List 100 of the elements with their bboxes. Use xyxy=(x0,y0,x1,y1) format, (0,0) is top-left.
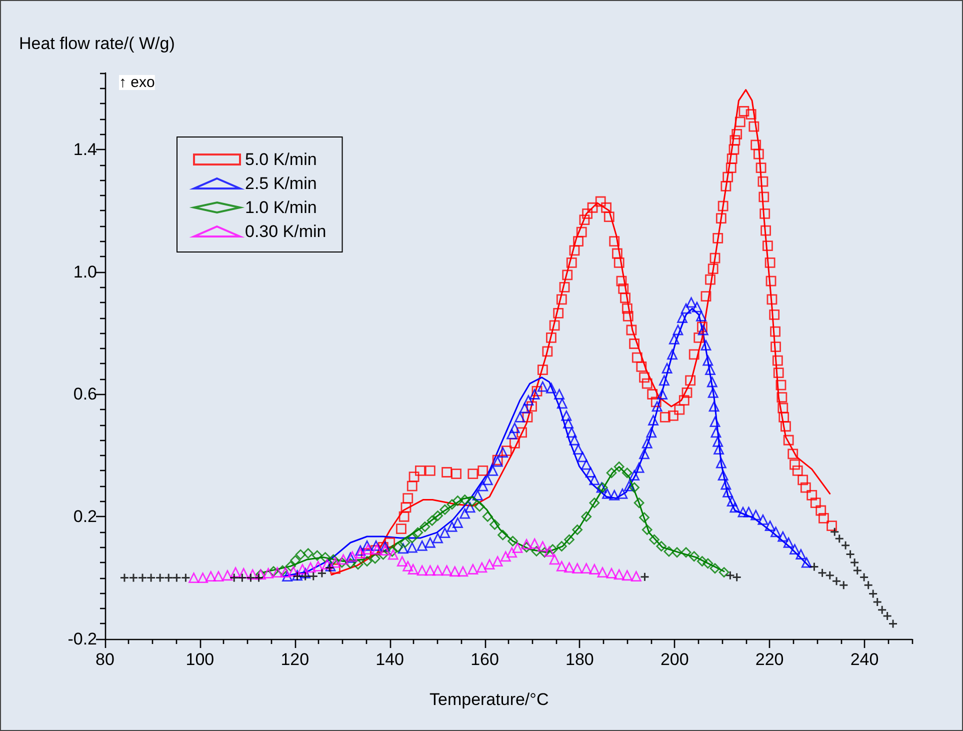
legend-label: 2.5 K/min xyxy=(245,174,317,193)
point xyxy=(120,573,130,583)
point xyxy=(238,568,249,578)
point xyxy=(809,562,819,572)
point xyxy=(246,573,256,583)
point xyxy=(155,573,165,583)
point xyxy=(380,545,390,556)
point xyxy=(330,557,340,568)
annotation: ↑ exo xyxy=(119,74,155,91)
point xyxy=(581,563,592,574)
legend-label: 5.0 K/min xyxy=(245,150,317,169)
x-tick-label: 180 xyxy=(566,650,594,669)
x-tick-label: 160 xyxy=(470,650,499,669)
point xyxy=(846,550,856,560)
point xyxy=(138,573,148,583)
point xyxy=(640,572,650,582)
y-tick-label: 1.4 xyxy=(73,140,97,159)
point xyxy=(308,572,318,582)
point xyxy=(622,570,632,581)
point xyxy=(424,565,436,576)
point xyxy=(852,566,862,576)
x-tick-label: 220 xyxy=(755,650,784,669)
point xyxy=(476,562,488,573)
point xyxy=(213,571,224,582)
y-tick-label: 0.6 xyxy=(73,384,97,404)
point xyxy=(564,562,574,573)
point xyxy=(458,566,468,577)
point xyxy=(164,573,174,583)
point xyxy=(850,558,860,568)
point xyxy=(355,548,366,559)
point xyxy=(362,544,374,555)
point xyxy=(442,565,452,576)
x-tick-label: 120 xyxy=(280,650,310,669)
point xyxy=(272,567,283,578)
point xyxy=(512,542,523,554)
point xyxy=(864,580,874,590)
point xyxy=(606,568,617,578)
point xyxy=(537,541,548,552)
x-tick-label: 240 xyxy=(850,650,879,669)
x-tick-label: 80 xyxy=(96,650,114,669)
point xyxy=(237,573,247,583)
legend-label: 1.0 K/min xyxy=(245,198,317,217)
point xyxy=(288,566,299,577)
point xyxy=(556,560,567,572)
legend-label: 0.30 K/min xyxy=(245,222,326,241)
point xyxy=(172,573,182,583)
y-tick-label: 1.0 xyxy=(73,262,97,282)
point xyxy=(872,597,882,607)
point xyxy=(402,560,414,572)
point xyxy=(544,546,555,557)
point xyxy=(388,549,398,560)
point xyxy=(247,569,258,580)
x-tick-label: 140 xyxy=(376,650,404,669)
point xyxy=(347,551,358,562)
point xyxy=(529,538,540,549)
point xyxy=(263,568,274,578)
y-tick-label: 0.2 xyxy=(73,507,97,526)
point xyxy=(506,547,518,558)
point xyxy=(484,559,495,570)
point xyxy=(432,565,443,576)
point xyxy=(888,618,898,628)
point xyxy=(468,564,478,574)
point xyxy=(280,567,291,578)
point xyxy=(500,551,511,562)
point xyxy=(292,572,302,582)
point xyxy=(300,572,310,582)
point xyxy=(818,568,828,578)
point xyxy=(305,562,316,573)
point xyxy=(222,570,233,581)
point xyxy=(324,562,334,572)
point xyxy=(128,573,138,583)
point xyxy=(521,538,532,550)
point xyxy=(868,588,878,598)
point xyxy=(416,565,428,576)
point xyxy=(630,571,642,582)
point xyxy=(198,572,208,584)
point xyxy=(254,573,264,583)
point xyxy=(549,554,560,565)
x-axis-title: Temperature/°C xyxy=(430,690,549,709)
point xyxy=(206,571,216,582)
point xyxy=(450,566,460,577)
point xyxy=(338,554,348,565)
point xyxy=(188,572,199,584)
point xyxy=(859,572,869,582)
point xyxy=(146,573,156,583)
point xyxy=(297,564,308,574)
point xyxy=(597,567,608,578)
point xyxy=(180,573,190,583)
point xyxy=(396,556,408,566)
point xyxy=(317,568,327,578)
y-axis-title: Heat flow rate/( W/g) xyxy=(19,34,175,53)
point xyxy=(614,569,624,580)
point xyxy=(322,559,332,570)
x-tick-label: 200 xyxy=(660,650,689,669)
y-tick-label: -0.2 xyxy=(68,630,97,648)
point xyxy=(492,556,503,566)
point xyxy=(408,564,418,574)
point xyxy=(312,560,324,572)
point xyxy=(572,563,583,574)
point xyxy=(229,573,239,583)
